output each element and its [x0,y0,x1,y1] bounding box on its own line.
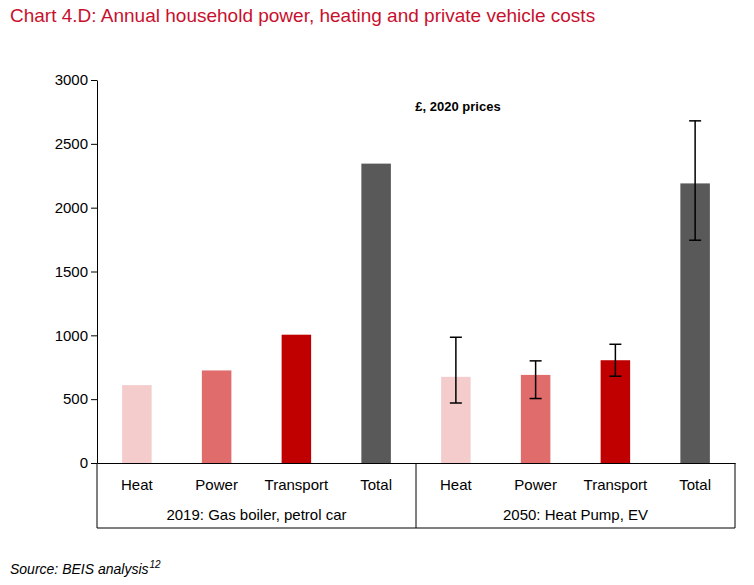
y-tick-mark [91,463,97,464]
group-label: 2050: Heat Pump, EV [503,506,648,523]
chart: Chart 4.D: Annual household power, heati… [0,0,754,585]
error-bar-cap [530,360,542,362]
error-bar-cap [689,120,701,122]
x-tick: Power [514,476,557,493]
group-separator [97,463,98,528]
x-tick: Heat [440,476,473,493]
y-tick-label: 3000 [55,71,88,88]
error-bar-stem [694,121,696,240]
y-tick-mark [91,272,97,273]
x-tick: Total [679,476,711,493]
title: Chart 4.D: Annual household power, heati… [10,5,595,26]
error-bar-cap [530,398,542,400]
x-tick-label: Transport [584,476,648,493]
y-tick: 3000 [55,71,97,88]
x-tick: Transport [584,476,648,493]
group-separator [735,463,736,528]
annotation: £, 2020 prices [415,99,500,114]
error-bar-stem [615,344,617,376]
error-bar-stem [455,337,457,403]
group-label: 2019: Gas boiler, petrol car [166,506,346,523]
bar [282,335,312,463]
y-tick: 1500 [55,263,97,280]
source: Source: BEIS analysis12 [10,559,161,577]
y-tick-mark [91,335,97,336]
x-tick: Power [195,476,238,493]
group-separator [416,463,417,528]
y-tick-mark [91,208,97,209]
y-tick: 1000 [55,327,97,344]
error-bar-cap [689,239,701,241]
error-bar-cap [609,344,621,346]
x-tick-label: Heat [121,476,154,493]
y-tick: 2000 [55,199,97,216]
y-tick-label: 500 [63,390,88,407]
bar [202,370,232,463]
error-bar [450,337,462,403]
x-tick-label: Total [679,476,711,493]
x-tick-label: Total [360,476,392,493]
y-tick-mark [91,144,97,145]
y-tick: 2500 [55,135,97,152]
x-tick: Heat [121,476,154,493]
y-tick-mark [91,399,97,400]
error-bar [609,344,621,376]
source-note: 12 [150,559,162,570]
y-axis-line [97,81,98,464]
y-tick-mark [91,80,97,81]
x-tick-label: Power [514,476,557,493]
group-separators [97,463,735,528]
x-tick: Transport [265,476,329,493]
x-tick-label: Heat [440,476,473,493]
y-tick: 0 [80,454,97,471]
x-tick-label: Transport [265,476,329,493]
y-tick-label: 2000 [55,199,88,216]
bar [122,385,152,463]
y-tick-label: 0 [80,454,88,471]
error-bar-cap [450,402,462,404]
y-tick: 500 [63,390,97,407]
error-bar [689,121,701,240]
error-bar-stem [535,361,537,399]
y-tick-label: 2500 [55,135,88,152]
y-axis: 0 500 1000 1500 2000 2500 3000 [55,71,98,471]
bar [601,360,631,463]
error-bar [530,361,542,399]
group-baseline [97,528,735,529]
error-bar-cap [609,375,621,377]
source-text: Source: BEIS analysis [10,561,149,577]
bar [361,164,391,463]
y-tick-label: 1500 [55,263,88,280]
bars [122,121,710,463]
error-bar-cap [450,336,462,338]
y-tick-label: 1000 [55,327,88,344]
x-tick: Total [360,476,392,493]
x-tick-label: Power [195,476,238,493]
